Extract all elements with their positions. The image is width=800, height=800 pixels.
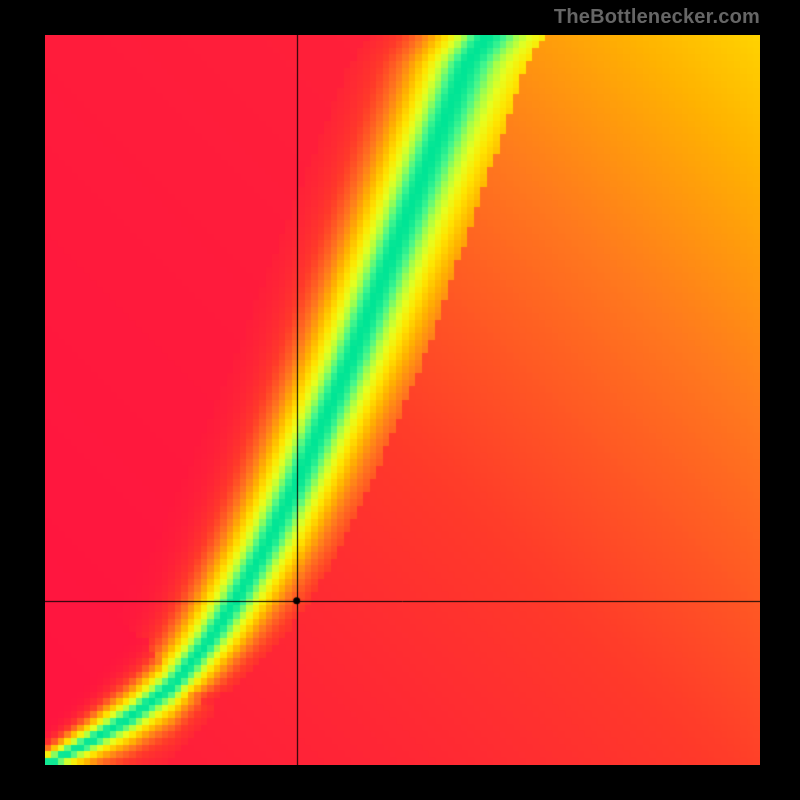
chart-container: TheBottlenecker.com <box>0 0 800 800</box>
watermark-text: TheBottlenecker.com <box>554 6 760 29</box>
bottleneck-heatmap <box>45 35 760 765</box>
